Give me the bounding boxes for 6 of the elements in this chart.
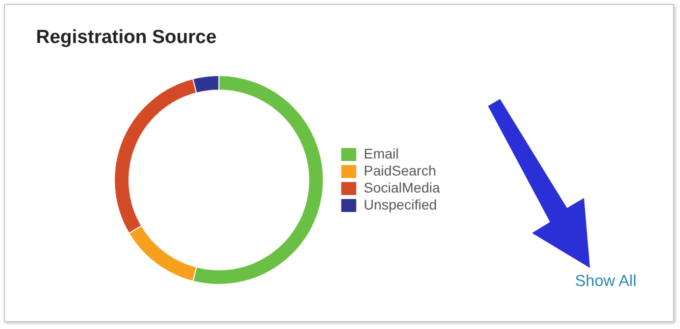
legend-label: Unspecified xyxy=(364,196,437,212)
legend-label: Email xyxy=(364,145,399,162)
text: Show All xyxy=(575,273,636,291)
legend-label: SocialMedia xyxy=(364,179,440,196)
legend-label: PaidSearch xyxy=(364,162,436,178)
chart-title: Registration Source xyxy=(36,27,217,49)
